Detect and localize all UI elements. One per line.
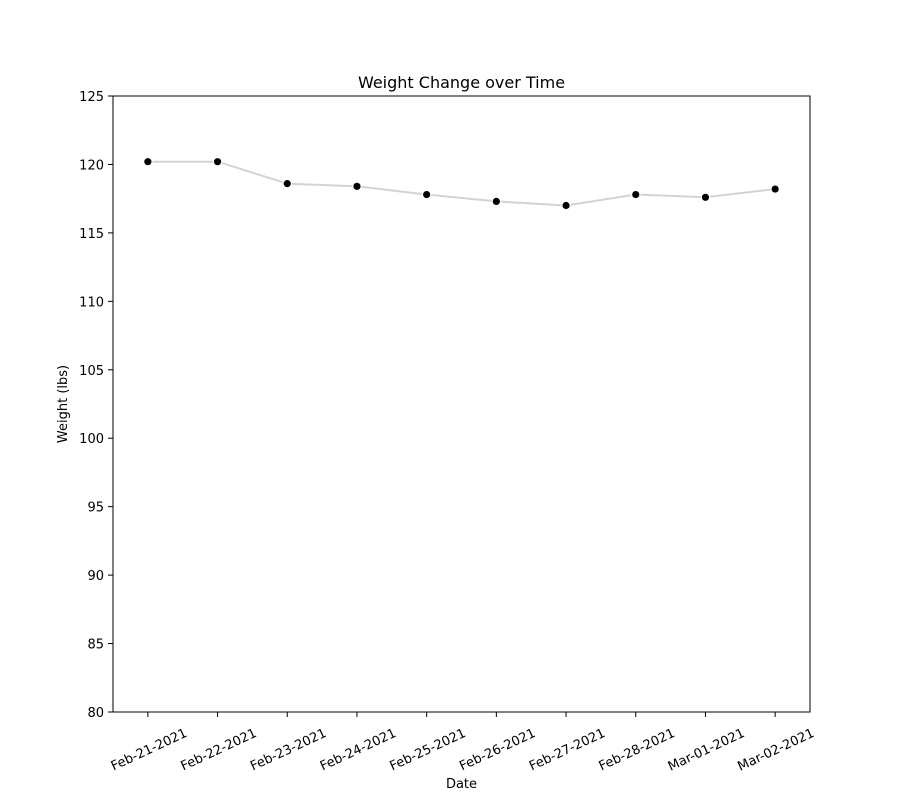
x-tick-label: Feb-23-2021	[248, 726, 329, 774]
x-tick-label: Feb-28-2021	[597, 726, 678, 774]
y-tick-label: 100	[79, 432, 104, 447]
y-tick-label: 85	[87, 638, 104, 653]
data-point	[491, 196, 502, 207]
series-path	[147, 160, 776, 207]
x-tick-label: Mar-01-2021	[666, 726, 747, 775]
plot-area	[112, 95, 811, 713]
y-tick-label: 80	[87, 706, 104, 721]
x-tick-label: Feb-25-2021	[388, 726, 469, 774]
y-tick-label: 105	[79, 364, 104, 379]
data-point	[282, 178, 293, 189]
y-axis: 80 85 90 95 100 105 110 115 120 125	[79, 90, 113, 721]
data-point	[212, 156, 223, 167]
y-tick-label: 125	[79, 90, 104, 105]
x-tick-label: Feb-26-2021	[457, 726, 538, 774]
x-tick-label: Feb-22-2021	[179, 726, 260, 774]
x-tick-label: Feb-27-2021	[527, 726, 608, 774]
y-axis-label: Weight (lbs)	[56, 365, 71, 443]
data-point	[630, 189, 641, 200]
y-tick-label: 110	[79, 295, 104, 310]
y-tick-label: 90	[87, 569, 104, 584]
series-line	[143, 156, 780, 211]
data-point	[700, 192, 711, 203]
y-tick-label: 95	[87, 501, 104, 516]
x-axis-label: Date	[446, 777, 477, 792]
data-point	[143, 156, 153, 167]
data-point	[770, 184, 780, 194]
data-point	[421, 189, 432, 200]
y-tick-label: 120	[79, 158, 104, 173]
data-point	[352, 181, 362, 192]
x-tick-label: Feb-21-2021	[109, 726, 190, 774]
chart-title: Weight Change over Time	[358, 73, 565, 92]
x-tick-label: Mar-02-2021	[736, 726, 817, 775]
x-tick-label: Feb-24-2021	[318, 726, 399, 774]
y-tick-label: 115	[79, 227, 104, 242]
x-axis: Feb-21-2021Feb-22-2021Feb-23-2021Feb-24-…	[109, 712, 817, 775]
data-point	[561, 200, 571, 211]
